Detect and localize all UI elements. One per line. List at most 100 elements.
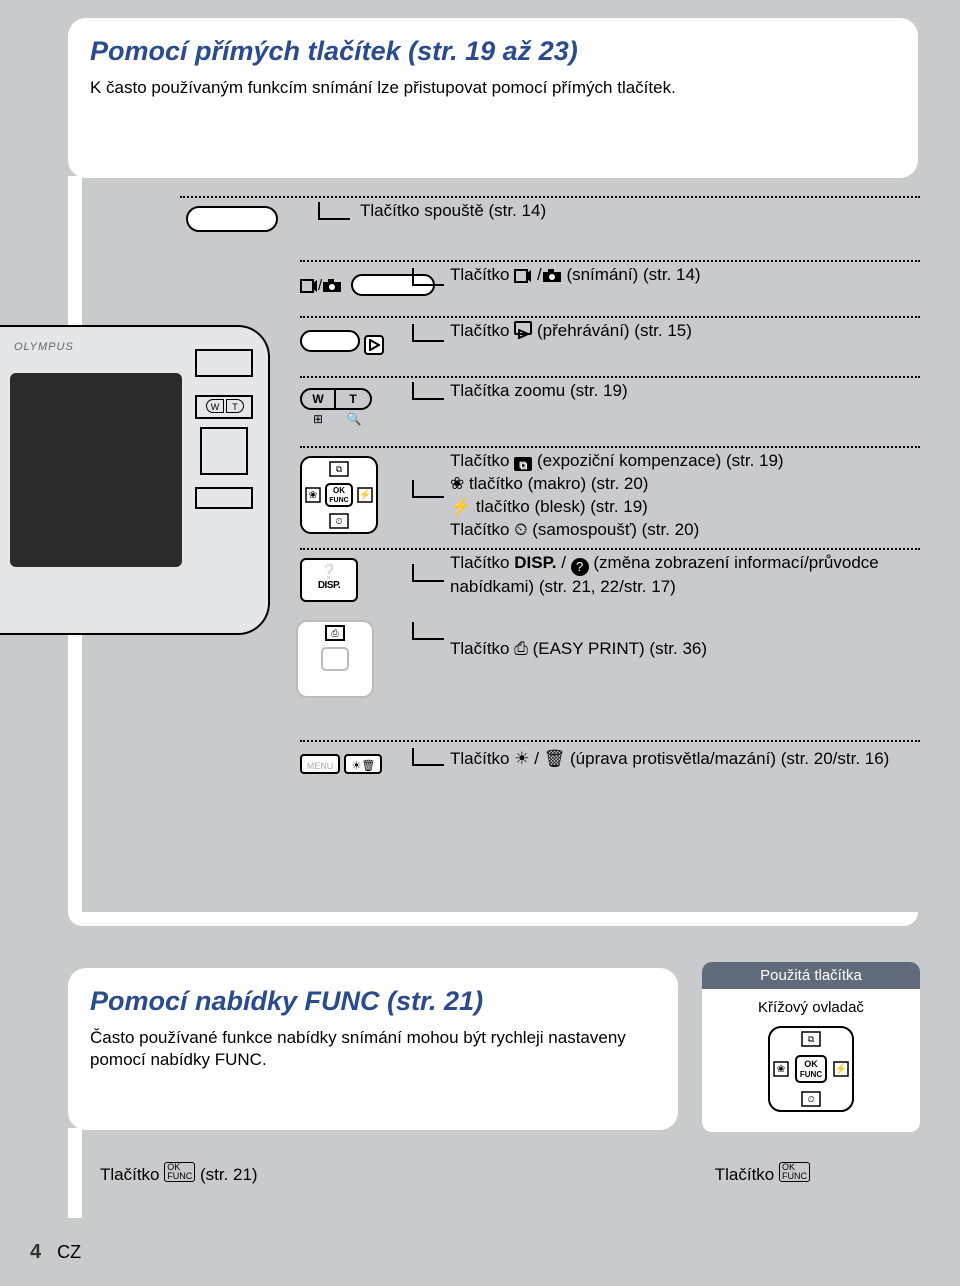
used-buttons-panel: Použitá tlačítka Křížový ovladač OK FUNC…: [702, 962, 920, 1132]
label-zoom: Tlačítka zoomu (str. 19): [450, 380, 628, 403]
zoom-t-camera: T: [226, 399, 244, 413]
svg-text:⏲: ⏲: [807, 1094, 814, 1104]
macro-icon: ❀: [450, 474, 464, 493]
disp-glyph: DISP.: [302, 580, 356, 591]
illus-dpad: OK FUNC ⧉ ❀ ⚡ ⏲: [300, 456, 378, 539]
backlight-delete-icons: ☀🗑: [344, 754, 382, 774]
label-easyprint: Tlačítko ⎙ (EASY PRINT) (str. 36): [450, 638, 707, 661]
svg-text:⧉: ⧉: [808, 1034, 815, 1044]
svg-text:OK: OK: [333, 486, 345, 495]
label-backlight-mid: /: [530, 749, 544, 768]
help-icon: ?: [571, 558, 589, 576]
label-exp: Tlačítko ⧉ (expoziční kompenzace) (str. …: [450, 450, 784, 473]
flash-icon: ⚡: [450, 497, 471, 516]
camera-icon: [542, 269, 562, 283]
cam-highlight-dpad: [200, 427, 248, 475]
row-menu: [300, 740, 920, 742]
page-lang: CZ: [51, 1240, 87, 1264]
label-disp-mid: /: [556, 553, 570, 572]
right-panel-btn-pre: Tlačítko: [715, 1165, 779, 1184]
label-playback-pre: Tlačítko: [450, 321, 514, 340]
label-dpad-block: Tlačítko ⧉ (expoziční kompenzace) (str. …: [450, 450, 784, 542]
dpad-diagram-icon: OK FUNC ⧉ ❀ ⚡ ⏲: [766, 1024, 856, 1114]
section-func: Pomocí nabídky FUNC (str. 21) Často použ…: [68, 968, 678, 1130]
label-record: Tlačítko / (snímání) (str. 14): [450, 264, 701, 287]
okfunc-icon: OKFUNC: [164, 1162, 195, 1182]
func-sub-label: Tlačítko OKFUNC (str. 21): [100, 1162, 258, 1185]
label-disp: Tlačítko DISP. / ? (změna zobrazení info…: [450, 552, 910, 599]
section1-desc: K často používaným funkcím snímání lze p…: [90, 77, 896, 99]
help-icon: ❔: [302, 563, 356, 580]
label-disp-pre: Tlačítko: [450, 553, 514, 572]
page-footer: 4 CZ: [30, 1241, 87, 1264]
exposure-icon: ⧉: [514, 457, 532, 471]
delete-icon: 🗑: [544, 749, 566, 768]
svg-text:FUNC: FUNC: [800, 1070, 822, 1079]
zoom-t: T: [336, 390, 370, 408]
dpad-faded-icon: ⎙: [296, 620, 374, 698]
menu-glyph: MENU: [300, 754, 340, 774]
row-dpad: [300, 446, 920, 448]
camera-icon: [322, 279, 342, 293]
timer-icon: ⏲: [514, 520, 527, 539]
disp-text: DISP.: [514, 553, 556, 572]
label-backlight-post: (úprava protisvětla/mazání) (str. 20/str…: [570, 749, 889, 768]
label-selftimer-pre: Tlačítko: [450, 520, 514, 539]
row-playback: [300, 316, 920, 318]
cam-highlight-mode: [195, 349, 253, 377]
section1-title: Pomocí přímých tlačítek (str. 19 až 23): [90, 36, 896, 67]
label-backlight: Tlačítko ☀ / 🗑 (úprava protisvětla/mazán…: [450, 748, 910, 771]
cross-controller-label: Křížový ovladač: [712, 999, 910, 1016]
illus-disp: ❔ DISP.: [300, 558, 358, 602]
okfunc-icon: OKFUNC: [779, 1162, 810, 1182]
label-macro: ❀ tlačítko (makro) (str. 20): [450, 473, 784, 496]
label-exp-post: (expoziční kompenzace) (str. 19): [537, 451, 784, 470]
svg-text:⎙: ⎙: [331, 628, 339, 638]
cam-highlight-zoom: [195, 395, 253, 419]
label-macro-post: tlačítko (makro) (str. 20): [469, 474, 648, 493]
svg-text:❀: ❀: [777, 1064, 785, 1075]
label-exp-pre: Tlačítko: [450, 451, 514, 470]
camera-screen: [10, 373, 182, 567]
section2-frame: [68, 1128, 82, 1218]
label-shutter: Tlačítko spouště (str. 14): [360, 200, 546, 223]
play-icon: [518, 329, 530, 339]
label-record-post: (snímání) (str. 14): [566, 265, 700, 284]
section-direct-buttons: Pomocí přímých tlačítek (str. 19 až 23) …: [68, 18, 918, 178]
zoom-w: W: [302, 390, 336, 408]
svg-text:⚡: ⚡: [359, 488, 371, 501]
row-disp: [300, 548, 920, 550]
label-flash-post: tlačítko (blesk) (str. 19): [476, 497, 648, 516]
zoom-out-icon: ⊞: [300, 412, 336, 426]
dpad-icon: OK FUNC ⧉ ❀ ⚡ ⏲: [300, 456, 378, 534]
section2-title: Pomocí nabídky FUNC (str. 21): [90, 986, 656, 1017]
row-record: [300, 260, 920, 262]
label-playback: Tlačítko (přehrávání) (str. 15): [450, 320, 692, 343]
label-record-pre: Tlačítko: [450, 265, 514, 284]
label-easyprint-post: (EASY PRINT) (str. 36): [533, 639, 707, 658]
page-number: 4: [30, 1241, 41, 1263]
illus-easyprint: ⎙: [296, 620, 374, 703]
movie-icon: [514, 269, 532, 283]
svg-text:⏲: ⏲: [335, 516, 342, 526]
illus-zoom: WT ⊞🔍: [300, 388, 372, 426]
movie-icon: [300, 279, 318, 293]
svg-text:❀: ❀: [309, 490, 317, 501]
section2-desc: Často používané funkce nabídky snímání m…: [90, 1027, 656, 1071]
svg-text:FUNC: FUNC: [329, 497, 348, 504]
zoom-w-camera: W: [206, 399, 224, 413]
label-selftimer-post: (samospoušť) (str. 20): [532, 520, 699, 539]
svg-text:⧉: ⧉: [336, 464, 343, 474]
backlight-icon: ☀: [514, 749, 529, 768]
cam-highlight-menu: [195, 487, 253, 509]
label-playback-post: (přehrávání) (str. 15): [537, 321, 692, 340]
label-flash: ⚡ tlačítko (blesk) (str. 19): [450, 496, 784, 519]
svg-text:⚡: ⚡: [835, 1062, 847, 1075]
camera-logo: OLYMPUS: [14, 341, 74, 353]
print-icon: ⎙: [514, 639, 528, 658]
right-panel-btn-label: Tlačítko OKFUNC: [715, 1162, 810, 1185]
used-buttons-head: Použitá tlačítka: [702, 962, 920, 989]
svg-text:OK: OK: [804, 1059, 818, 1069]
zoom-in-icon: 🔍: [336, 412, 372, 426]
row-zoom: [300, 376, 920, 378]
